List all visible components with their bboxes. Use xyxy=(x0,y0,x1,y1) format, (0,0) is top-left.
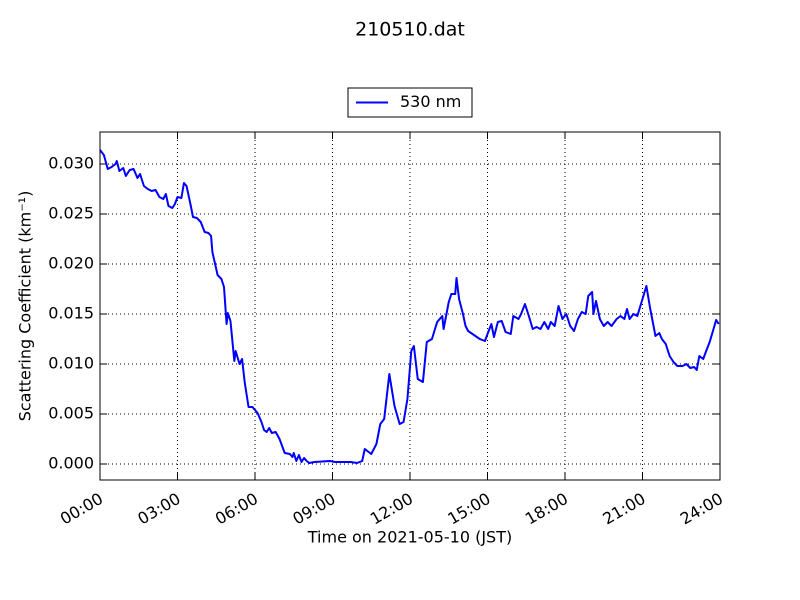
y-tick-label: 0.010 xyxy=(48,354,94,373)
y-tick-label: 0.000 xyxy=(48,454,94,473)
y-tick-label: 0.030 xyxy=(48,154,94,173)
plot-frame xyxy=(99,131,721,481)
chart-title: 210510.dat xyxy=(355,19,465,41)
x-axis-label: Time on 2021-05-10 (JST) xyxy=(307,528,512,547)
y-tick-label: 0.025 xyxy=(48,204,94,223)
legend-label: 530 nm xyxy=(400,92,461,111)
y-tick-label: 0.020 xyxy=(48,254,94,273)
y-axis-label: Scattering Coefficient (km⁻¹) xyxy=(16,191,35,422)
y-tick-label: 0.015 xyxy=(48,304,94,323)
y-tick-label: 0.005 xyxy=(48,404,94,423)
data-line xyxy=(99,149,720,464)
